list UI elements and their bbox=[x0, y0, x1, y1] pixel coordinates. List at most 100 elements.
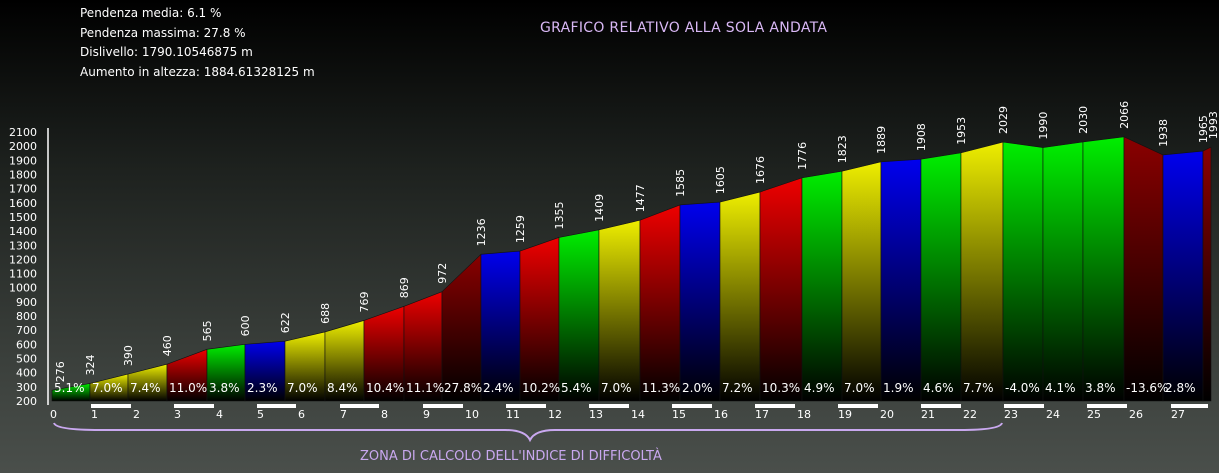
zone-label: ZONA DI CALCOLO DELL'INDICE DI DIFFICOLT… bbox=[360, 449, 662, 464]
elevation-label: 1409 bbox=[593, 194, 606, 222]
elevation-label: 390 bbox=[122, 345, 135, 366]
y-tick-label: 1200 bbox=[9, 253, 37, 266]
chart-title: GRAFICO RELATIVO ALLA SOLA ANDATA bbox=[540, 20, 828, 36]
x-axis-bar bbox=[589, 404, 629, 408]
y-tick-label: 2100 bbox=[9, 126, 37, 139]
y-tick-label: 1600 bbox=[9, 197, 37, 210]
pendenza-massima: Pendenza massima: 27.8 % bbox=[80, 25, 246, 40]
elevation-label: 1889 bbox=[875, 126, 888, 154]
y-tick-label: 1900 bbox=[9, 154, 37, 167]
profile-segment-14 bbox=[598, 219, 641, 402]
grade-label: 5.1% bbox=[54, 381, 85, 395]
grade-label: 4.6% bbox=[923, 381, 954, 395]
x-tick-label: 5 bbox=[257, 408, 264, 421]
grade-label: 2.4% bbox=[483, 381, 514, 395]
y-tick-label: 300 bbox=[16, 381, 37, 394]
profile-segment-28 bbox=[1162, 150, 1204, 402]
grade-label: -13.6% bbox=[1126, 381, 1168, 395]
profile-segment-23 bbox=[960, 141, 1004, 402]
elevation-label: 1236 bbox=[475, 218, 488, 246]
x-tick-label: 10 bbox=[465, 408, 479, 421]
grade-label: 7.2% bbox=[722, 381, 753, 395]
elevation-label: 622 bbox=[279, 312, 292, 333]
x-tick-label: 27 bbox=[1171, 408, 1185, 421]
x-tick-label: 9 bbox=[423, 408, 430, 421]
x-axis-bar bbox=[1004, 404, 1044, 408]
x-tick-label: 7 bbox=[340, 408, 347, 421]
elevation-label: 1355 bbox=[553, 201, 566, 229]
profile-segment-27 bbox=[1123, 136, 1164, 402]
profile-segment-25 bbox=[1042, 141, 1084, 402]
grade-label: 7.0% bbox=[844, 381, 875, 395]
dislivello: Dislivello: 1790.10546875 m bbox=[80, 45, 253, 59]
elevation-label: 1823 bbox=[836, 135, 849, 163]
profile-segment-17 bbox=[719, 191, 761, 402]
x-tick-label: 24 bbox=[1046, 408, 1060, 421]
profile-segment-21 bbox=[880, 158, 922, 402]
grade-label: 8.4% bbox=[327, 381, 358, 395]
x-tick-label: 16 bbox=[714, 408, 728, 421]
x-tick-label: 12 bbox=[548, 408, 562, 421]
elevation-label: 972 bbox=[436, 263, 449, 284]
y-tick-label: 600 bbox=[16, 338, 37, 351]
elevation-label: 2029 bbox=[997, 106, 1010, 134]
x-axis-bar bbox=[838, 404, 878, 408]
elevation-label: 2030 bbox=[1077, 106, 1090, 134]
x-tick-label: 15 bbox=[672, 408, 686, 421]
profile-segment-24 bbox=[1002, 141, 1044, 402]
grade-label: 5.4% bbox=[561, 381, 592, 395]
y-tick-label: 1500 bbox=[9, 211, 37, 224]
profile-segment-11 bbox=[480, 250, 521, 402]
grade-label: 3.8% bbox=[209, 381, 240, 395]
grade-label: 4.1% bbox=[1045, 381, 1076, 395]
x-tick-label: 4 bbox=[216, 408, 223, 421]
grade-label: 2.0% bbox=[682, 381, 713, 395]
elevation-label: 1908 bbox=[915, 123, 928, 151]
x-tick-label: 0 bbox=[50, 408, 57, 421]
elevation-label: 1776 bbox=[796, 142, 809, 170]
x-axis-bar bbox=[921, 404, 961, 408]
elevation-label: 1477 bbox=[634, 184, 647, 212]
x-tick-label: 20 bbox=[880, 408, 894, 421]
profile-segment-16 bbox=[679, 201, 721, 402]
grade-label: 4.9% bbox=[804, 381, 835, 395]
x-axis-bar bbox=[506, 404, 546, 408]
stats-panel: Pendenza media: 6.1 % Pendenza massima: … bbox=[80, 4, 315, 82]
grade-label: 7.0% bbox=[287, 381, 318, 395]
zone-brace bbox=[53, 422, 1003, 443]
x-tick-label: 2 bbox=[133, 408, 140, 421]
y-tick-label: 1300 bbox=[9, 239, 37, 252]
elevation-label: 1259 bbox=[514, 215, 527, 243]
profile-segment-19 bbox=[801, 170, 843, 402]
profile-segment-18 bbox=[759, 177, 803, 402]
y-tick-label: 1100 bbox=[9, 268, 37, 281]
x-tick-label: 18 bbox=[797, 408, 811, 421]
profile-segment-20 bbox=[841, 161, 882, 402]
x-tick-label: 22 bbox=[963, 408, 977, 421]
elevation-label: 869 bbox=[398, 277, 411, 298]
x-axis-bar bbox=[1087, 404, 1127, 408]
y-tick-label: 700 bbox=[16, 324, 37, 337]
elevation-label: 600 bbox=[239, 315, 252, 336]
x-tick-label: 26 bbox=[1129, 408, 1143, 421]
elevation-label: 1938 bbox=[1157, 119, 1170, 147]
pendenza-media: Pendenza media: 6.1 % bbox=[80, 6, 222, 20]
elevation-label: 324 bbox=[84, 354, 97, 375]
x-axis-bar bbox=[257, 404, 296, 408]
y-tick-label: 500 bbox=[16, 353, 37, 366]
elevation-label: 1965 bbox=[1197, 115, 1210, 143]
grade-label: 11.3% bbox=[642, 381, 680, 395]
x-axis-bar bbox=[755, 404, 795, 408]
y-tick-label: 2000 bbox=[9, 140, 37, 153]
x-tick-label: 6 bbox=[298, 408, 305, 421]
grade-label: 10.4% bbox=[366, 381, 404, 395]
elevation-label: 1953 bbox=[955, 117, 968, 145]
elevation-label: 1676 bbox=[754, 156, 767, 184]
profile-segment-12 bbox=[519, 237, 560, 402]
x-tick-label: 19 bbox=[838, 408, 852, 421]
x-axis-bar bbox=[91, 404, 131, 408]
profile-segment-15 bbox=[639, 204, 681, 402]
x-tick-label: 1 bbox=[91, 408, 98, 421]
grade-label: 10.3% bbox=[762, 381, 800, 395]
